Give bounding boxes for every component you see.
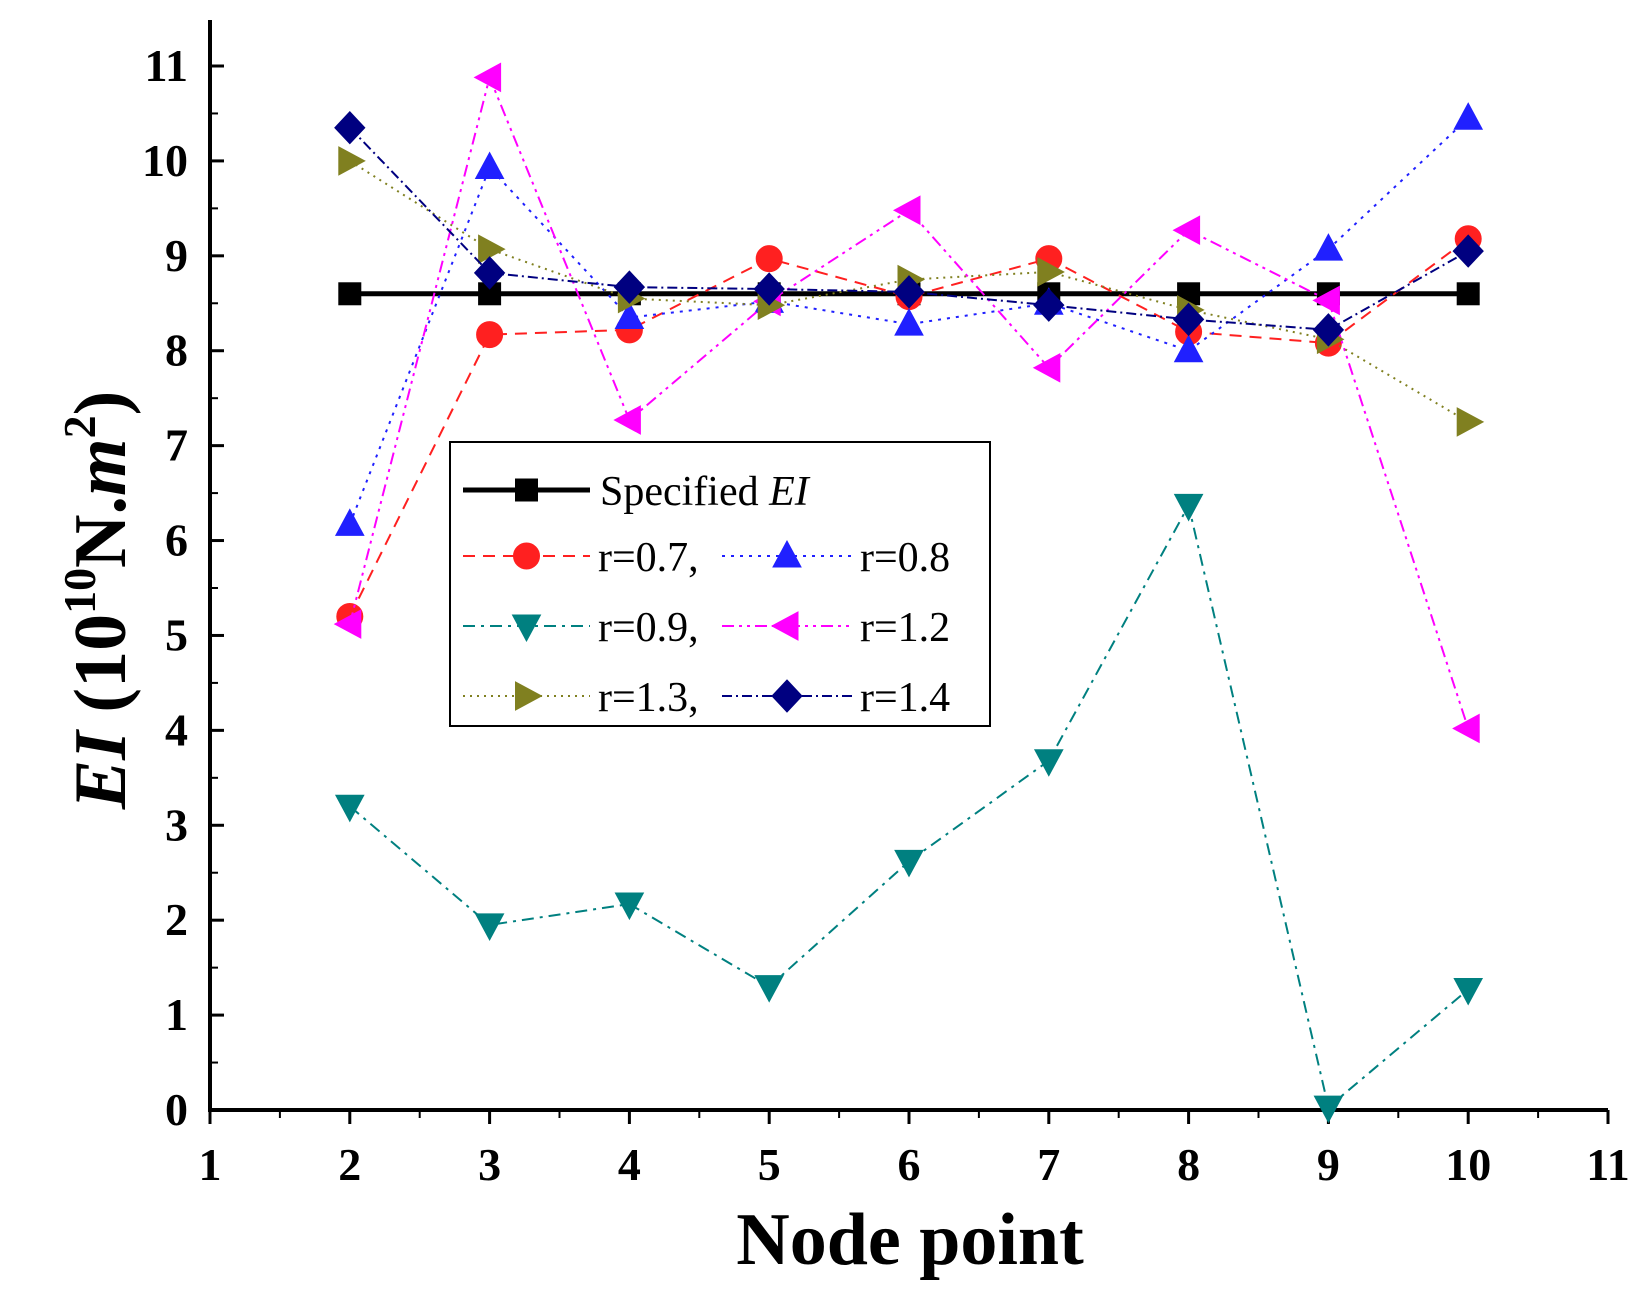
- x-tick-label: 7: [1037, 1139, 1060, 1190]
- x-tick-label: 1: [199, 1139, 222, 1190]
- data-point: [1452, 713, 1480, 744]
- data-point: [1452, 234, 1484, 268]
- legend-label: r=1.2: [860, 605, 950, 651]
- data-point: [338, 282, 362, 306]
- data-point: [1456, 282, 1480, 306]
- x-tick-label: 5: [758, 1139, 781, 1190]
- x-axis-title: Node point: [736, 1199, 1084, 1281]
- legend-marker: [772, 539, 802, 568]
- data-point: [892, 195, 921, 226]
- data-point: [338, 146, 366, 176]
- legend-sample: [722, 539, 852, 568]
- data-point: [755, 245, 783, 273]
- series-r-0-9: [334, 493, 1484, 1124]
- data-point: [1173, 334, 1204, 363]
- legend: Specified EI r=0.7, r=0.8 r=0.9, r=1.2 r=1.3,…: [449, 441, 991, 727]
- data-point: [1172, 215, 1201, 246]
- data-point: [1032, 352, 1061, 383]
- data-point: [753, 272, 785, 306]
- data-point: [613, 405, 641, 435]
- legend-label: r=0.8: [860, 535, 950, 581]
- data-point: [474, 913, 505, 941]
- data-point: [473, 62, 502, 93]
- data-point: [334, 508, 365, 536]
- series-line: [348, 74, 1470, 729]
- data-point: [1453, 102, 1484, 130]
- legend-label: r=0.9,: [598, 605, 699, 651]
- x-tick-label: 3: [478, 1139, 501, 1190]
- x-tick-label: 2: [338, 1139, 361, 1190]
- data-point: [474, 151, 505, 180]
- y-tick-label: 9: [165, 230, 188, 281]
- data-point: [1312, 313, 1345, 347]
- data-point: [1456, 407, 1485, 437]
- series-line: [349, 502, 1469, 1109]
- data-point: [894, 308, 924, 336]
- data-point: [476, 321, 504, 349]
- data-point: [1453, 977, 1484, 1006]
- legend-marker: [511, 614, 542, 643]
- y-tick-label: 0: [165, 1084, 188, 1135]
- data-point: [893, 275, 925, 309]
- legend-sample: [722, 679, 852, 713]
- y-tick-label: 5: [165, 609, 188, 660]
- data-point: [1033, 288, 1065, 322]
- legend-label: Specified EI: [600, 469, 811, 515]
- y-tick-label: 2: [165, 894, 188, 945]
- legend-sample: [463, 614, 590, 643]
- legend-marker: [513, 542, 540, 570]
- data-point: [1173, 493, 1204, 522]
- legend-label: r=1.4: [860, 675, 950, 721]
- x-tick-label: 9: [1317, 1139, 1340, 1190]
- data-point: [1313, 1095, 1344, 1124]
- legend-label: r=1.3,: [598, 675, 699, 721]
- data-point: [478, 234, 506, 265]
- data-point: [894, 849, 924, 878]
- data-point: [334, 110, 366, 145]
- data-point: [1312, 285, 1340, 316]
- data-point: [614, 301, 645, 330]
- data-point: [614, 892, 645, 921]
- legend-sample: [463, 681, 590, 711]
- series-line: [348, 117, 1469, 525]
- legend-sample: [463, 542, 590, 570]
- x-tick-label: 6: [898, 1139, 921, 1190]
- y-axis-title: EI (1010N.m2): [54, 391, 142, 810]
- y-tick-label: 4: [165, 704, 188, 755]
- data-point: [1033, 749, 1064, 777]
- y-tick-label: 6: [165, 515, 188, 566]
- data-point: [334, 794, 365, 823]
- data-point: [333, 609, 362, 639]
- data-point: [473, 256, 506, 290]
- y-tick-label: 10: [142, 135, 188, 186]
- series-r-1-4: [334, 110, 1484, 347]
- series-line: [348, 237, 1469, 617]
- x-tick-label: 10: [1445, 1139, 1491, 1190]
- data-point: [613, 270, 646, 304]
- x-tick-label: 8: [1177, 1139, 1200, 1190]
- y-tick-label: 11: [145, 40, 188, 91]
- legend-marker: [771, 679, 803, 713]
- data-point: [754, 975, 785, 1003]
- series-r-1-2: [333, 62, 1480, 744]
- y-tick-label: 1: [165, 989, 188, 1040]
- legend-sample: [463, 478, 590, 502]
- data-point: [1172, 302, 1205, 337]
- data-point: [1313, 233, 1344, 261]
- legend-marker: [515, 478, 538, 502]
- x-tick-label: 4: [618, 1139, 641, 1190]
- legend-label: r=0.7,: [598, 535, 699, 581]
- legend-sample: [722, 611, 852, 641]
- y-tick-label: 7: [165, 420, 188, 471]
- series-layer: [333, 62, 1485, 1124]
- legend-marker: [515, 681, 543, 711]
- data-point: [1037, 257, 1065, 287]
- legend-marker: [770, 611, 799, 641]
- y-tick-label: 8: [165, 325, 188, 376]
- y-tick-label: 3: [165, 799, 188, 850]
- x-tick-label: 11: [1586, 1139, 1629, 1190]
